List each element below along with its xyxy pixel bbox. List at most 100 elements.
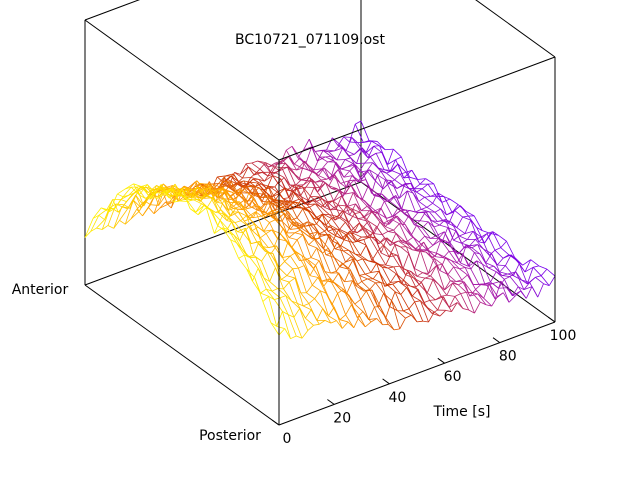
mesh-line [227, 207, 237, 211]
mesh-line [257, 226, 267, 234]
mesh-line [398, 207, 407, 211]
mesh-line [128, 192, 135, 196]
mesh-line [507, 273, 514, 277]
mesh-line [133, 183, 140, 196]
mesh-line [341, 168, 350, 172]
mesh-line [509, 276, 519, 287]
mesh-line [326, 174, 335, 180]
mesh-line [193, 199, 202, 205]
mesh-line [294, 201, 301, 204]
mesh-line [374, 214, 384, 224]
mesh-line [480, 233, 488, 238]
mesh-line [366, 162, 373, 172]
mesh-line [359, 273, 366, 276]
mesh-line [213, 184, 223, 189]
mesh-line [286, 268, 293, 276]
mesh-line [213, 191, 223, 204]
mesh-line [165, 193, 175, 203]
mesh-line [361, 205, 368, 212]
mesh-line [305, 178, 313, 188]
mesh-line [260, 292, 269, 297]
x-tick-mark [437, 357, 445, 364]
mesh-line [387, 149, 394, 165]
mesh-line [269, 219, 276, 223]
mesh-line [505, 254, 512, 266]
mesh-line [339, 221, 346, 230]
mesh-line [389, 232, 397, 246]
mesh-line [307, 221, 314, 225]
mesh-line [165, 188, 172, 194]
mesh-line [322, 308, 332, 324]
mesh-line [324, 206, 331, 211]
posterior-label: Posterior [199, 428, 261, 444]
mesh-line [493, 265, 503, 276]
mesh-line [249, 211, 256, 220]
mesh-line [518, 263, 528, 285]
mesh-line [374, 180, 384, 190]
mesh-line [290, 335, 297, 340]
mesh-line [312, 170, 322, 181]
mesh-line [383, 218, 392, 224]
mesh-line [466, 292, 475, 314]
mesh-line [235, 242, 245, 256]
mesh-line [311, 146, 318, 162]
mesh-line [344, 184, 352, 195]
mesh-line [279, 187, 286, 194]
mesh-line [265, 233, 275, 247]
mesh-line [396, 183, 406, 189]
mesh-line [339, 229, 348, 234]
mesh-line [418, 241, 428, 250]
mesh-line [388, 183, 398, 189]
mesh-line [391, 218, 400, 225]
mesh-line [359, 181, 369, 187]
mesh-line [255, 257, 265, 279]
mesh-line [405, 274, 414, 279]
mesh-line [344, 239, 353, 243]
mesh-line [330, 224, 339, 231]
mesh-line [287, 191, 294, 205]
mesh-line [441, 264, 451, 281]
mesh-line [322, 213, 331, 226]
mesh-line [231, 221, 241, 241]
mesh-line [389, 306, 398, 312]
mesh-line [400, 171, 407, 175]
mesh-line [349, 230, 359, 242]
mesh-line [205, 207, 215, 234]
mesh-line [358, 170, 367, 173]
mesh-line [250, 185, 260, 188]
mesh-line [247, 211, 256, 218]
mesh-line [209, 208, 216, 213]
mesh-line [331, 216, 338, 219]
mesh-line [491, 296, 498, 307]
mesh-line [454, 251, 461, 264]
mesh-line [187, 199, 194, 202]
mesh-line [150, 204, 159, 206]
mesh-line [492, 231, 502, 248]
mesh-line [323, 213, 332, 219]
mesh-line [261, 195, 270, 198]
mesh-line [269, 267, 276, 282]
mesh-line [305, 317, 314, 326]
mesh-line [408, 215, 417, 226]
mesh-line [258, 178, 265, 182]
mesh-line [113, 206, 123, 229]
mesh-line [275, 172, 285, 178]
mesh-line [435, 195, 443, 203]
mesh-line [402, 310, 412, 316]
mesh-line [380, 207, 390, 225]
mesh-line [249, 181, 256, 187]
mesh-line [335, 161, 345, 178]
mesh-line [305, 257, 312, 261]
mesh-line [403, 308, 410, 312]
mesh-line [120, 199, 127, 203]
mesh-line [322, 247, 329, 254]
mesh-line [331, 293, 338, 306]
mesh-line [454, 210, 463, 218]
mesh-line [445, 257, 454, 268]
mesh-line [247, 216, 254, 219]
mesh-line [301, 255, 308, 260]
mesh-line [190, 186, 198, 201]
mesh-line [401, 270, 409, 284]
mesh-line [398, 280, 405, 282]
mesh-line [309, 275, 319, 278]
